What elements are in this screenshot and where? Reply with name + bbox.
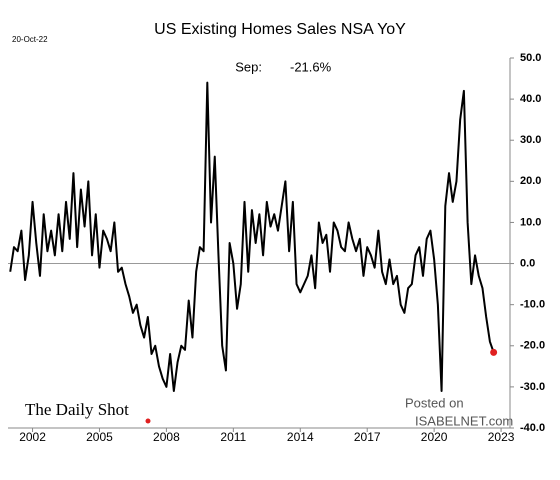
chart-title: US Existing Homes Sales NSA YoY xyxy=(154,21,406,38)
logo-dot xyxy=(145,418,151,424)
last-point xyxy=(490,348,498,356)
y-tick-label: 40.0 xyxy=(520,93,541,105)
y-tick-label: -30.0 xyxy=(520,381,545,393)
x-tick-label: 2017 xyxy=(354,430,381,444)
source: The Daily Shot xyxy=(25,400,129,419)
y-tick-label: -40.0 xyxy=(520,422,545,434)
series-line xyxy=(9,81,495,392)
watermark: Posted on xyxy=(405,395,464,410)
y-tick-label: 30.0 xyxy=(520,134,541,146)
x-tick-label: 2011 xyxy=(220,430,246,444)
y-tick-label: -10.0 xyxy=(520,299,545,311)
x-tick-label: 2005 xyxy=(86,430,113,444)
x-tick-label: 2014 xyxy=(287,430,314,444)
y-tick-label: 10.0 xyxy=(520,216,541,228)
y-tick-label: 50.0 xyxy=(520,52,541,64)
date: 20-Oct-22 xyxy=(12,35,48,44)
y-tick-label: 0.0 xyxy=(520,257,535,269)
x-tick-label: 2023 xyxy=(488,430,515,444)
watermark: ISABELNET.com xyxy=(415,413,513,428)
y-tick-label: 20.0 xyxy=(520,175,541,187)
annotation-label: Sep: xyxy=(235,59,262,74)
x-tick-label: 2008 xyxy=(153,430,180,444)
y-tick-label: -20.0 xyxy=(520,340,545,352)
annotation-value: -21.6% xyxy=(290,59,332,74)
x-tick-label: 2020 xyxy=(421,430,448,444)
x-tick-label: 2002 xyxy=(19,430,46,444)
